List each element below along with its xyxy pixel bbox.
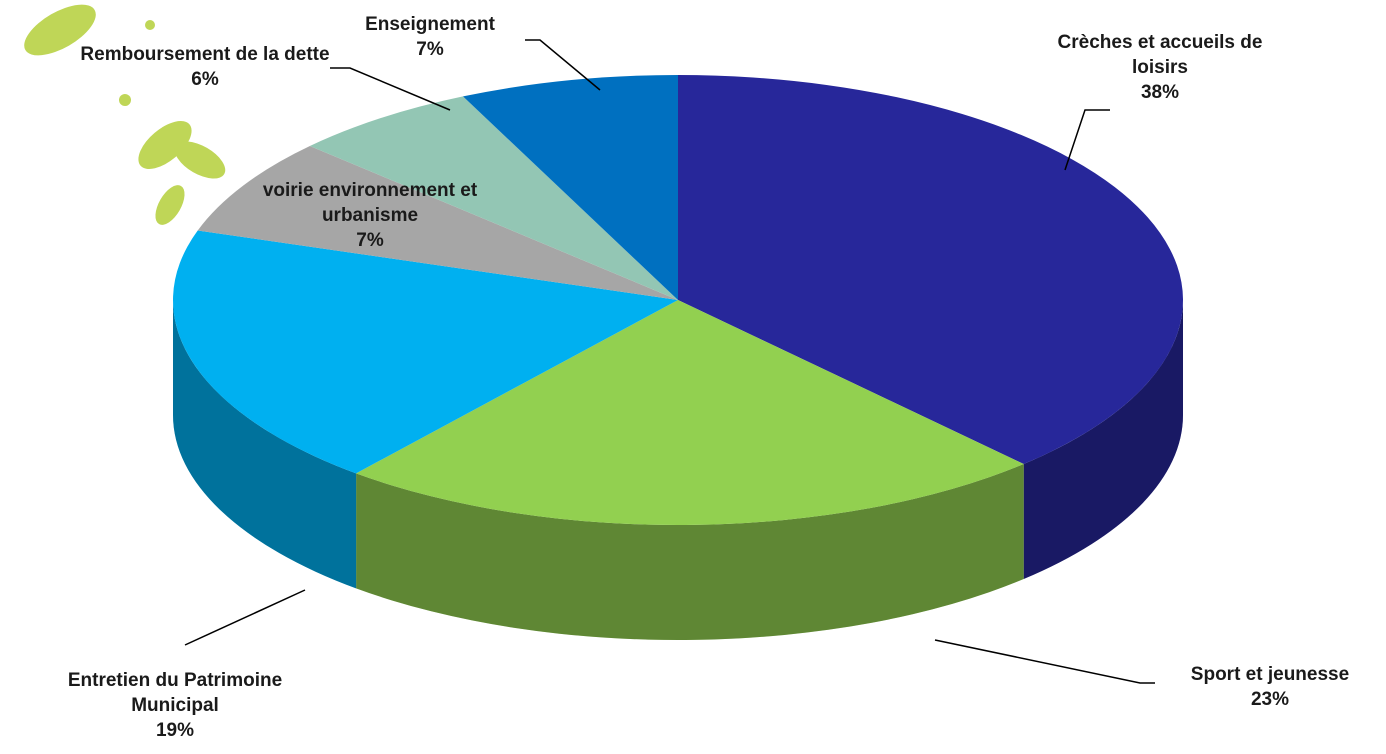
slice-side	[173, 300, 357, 589]
slice	[309, 96, 678, 300]
data-label: Entretien du Patrimoine Municipal 19%	[40, 668, 310, 743]
value-label: 19%	[155, 720, 195, 741]
slice-side	[356, 464, 1024, 641]
category-name: Remboursement de la dette	[80, 44, 330, 65]
category-name: Sport et jeunesse	[1190, 664, 1350, 685]
slice	[678, 75, 1184, 465]
data-label: Sport et jeunesse 23%	[1150, 662, 1386, 712]
slice	[173, 230, 679, 474]
category-name: Entretien du Patrimoine Municipal	[67, 670, 283, 716]
slice	[356, 300, 1024, 526]
sides	[173, 300, 1183, 641]
leader-line	[1064, 109, 1110, 171]
slice	[197, 145, 678, 300]
data-label: Crèches et accueils de loisirs 38%	[1030, 30, 1290, 105]
decoration	[24, 4, 226, 225]
value-label: 6%	[191, 69, 219, 90]
slice-side-shade	[173, 300, 357, 589]
value-label: 7%	[416, 39, 444, 60]
slice-side-shade	[356, 464, 1024, 641]
leader-line	[525, 39, 601, 91]
value-label: 38%	[1140, 82, 1180, 103]
category-name: voirie environnement et urbanisme	[262, 180, 478, 226]
category-name: Crèches et accueils de loisirs	[1057, 32, 1263, 78]
data-label: voirie environnement et urbanisme 7%	[255, 178, 485, 253]
tops	[173, 75, 1184, 526]
category-name: Enseignement	[365, 14, 495, 35]
data-label: Enseignement 7%	[330, 12, 530, 62]
slice-side	[1023, 300, 1183, 580]
value-label: 23%	[1250, 689, 1290, 710]
leader-line	[934, 639, 1155, 684]
slice	[462, 75, 678, 300]
leader-line	[330, 67, 451, 111]
slice-side-shade	[1023, 300, 1183, 580]
value-label: 7%	[356, 230, 384, 251]
data-label: Remboursement de la dette 6%	[70, 42, 340, 92]
leader-line	[184, 589, 306, 646]
